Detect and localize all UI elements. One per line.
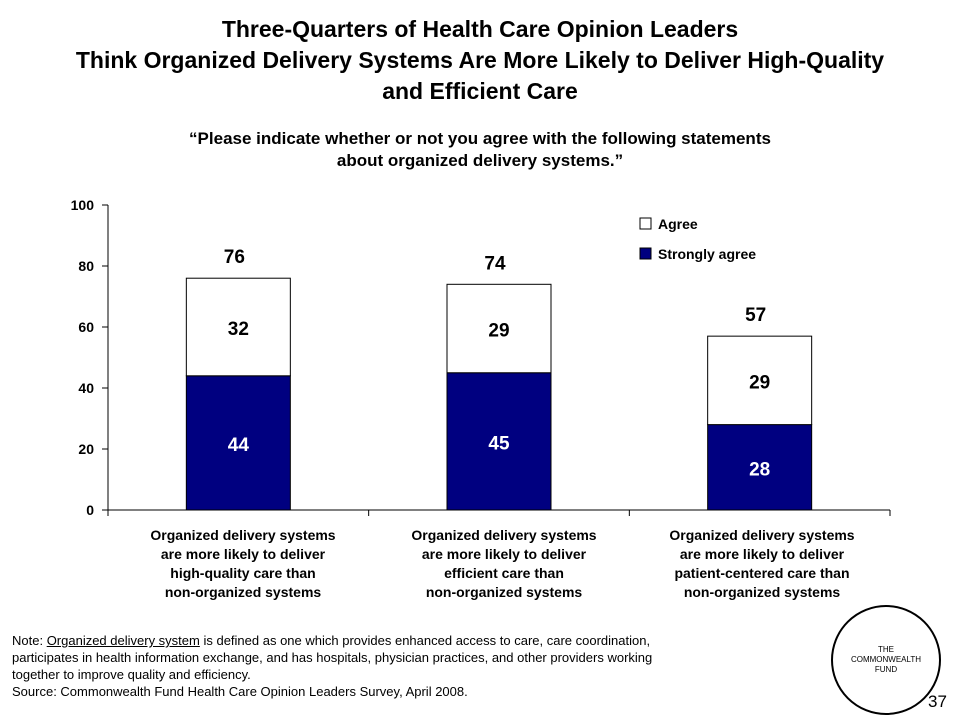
note-prefix: Note: <box>12 633 47 648</box>
x-label-line: non-organized systems <box>164 584 322 600</box>
y-tick-label: 100 <box>71 197 95 213</box>
bar-strongly-agree <box>446 372 552 511</box>
data-label-total: 57 <box>745 305 766 326</box>
x-label-line: patient-centered care than <box>674 565 850 581</box>
note-line-3: together to improve quality and efficien… <box>12 667 251 682</box>
page-number: 37 <box>928 692 947 711</box>
bar-agree <box>446 283 552 374</box>
footnote: Note: Organized delivery system is defin… <box>12 632 812 700</box>
x-label-line: are more likely to deliver <box>160 546 326 562</box>
y-tick-label: 80 <box>78 258 94 274</box>
title-line-2: Think Organized Delivery Systems Are Mor… <box>75 47 885 73</box>
y-tick-label: 20 <box>78 441 94 457</box>
title-line-1: Three-Quarters of Health Care Opinion Le… <box>221 16 739 42</box>
subtitle-line-1: “Please indicate whether or not you agre… <box>189 129 771 148</box>
data-label-agree: 29 <box>488 321 509 342</box>
legend-swatch-strongly-agree <box>639 247 652 260</box>
note-term: Organized delivery system <box>46 633 200 648</box>
title-line-3: and Efficient Care <box>382 78 578 104</box>
x-label-line: are more likely to deliver <box>421 546 587 562</box>
x-category-label-3: Organized delivery systems are more like… <box>637 526 887 602</box>
data-label-agree: 32 <box>228 319 249 340</box>
chart-title: Three-Quarters of Health Care Opinion Le… <box>0 14 960 107</box>
logo-line: COMMONWEALTH <box>850 655 922 664</box>
x-label-line: non-organized systems <box>683 584 841 600</box>
data-label-agree: 29 <box>749 372 770 393</box>
chart-subtitle: “Please indicate whether or not you agre… <box>0 128 960 172</box>
legend-label-agree: Agree <box>658 216 698 232</box>
bar-agree <box>707 335 813 426</box>
bar-agree <box>185 277 291 377</box>
logo-line: FUND <box>874 665 898 674</box>
x-label-line: Organized delivery systems <box>150 527 336 543</box>
data-label-strongly-agree: 28 <box>749 459 770 480</box>
x-label-line: high-quality care than <box>170 565 316 581</box>
x-label-line: Organized delivery systems <box>411 527 597 543</box>
x-label-line: efficient care than <box>444 565 564 581</box>
y-tick-label: 0 <box>86 502 94 518</box>
source-line: Source: Commonwealth Fund Health Care Op… <box>12 684 468 699</box>
x-category-label-2: Organized delivery systems are more like… <box>379 526 629 602</box>
bar-strongly-agree <box>707 424 813 511</box>
note-line-2: participates in health information excha… <box>12 650 653 665</box>
x-label-line: non-organized systems <box>425 584 583 600</box>
y-tick-label: 60 <box>78 319 94 335</box>
data-label-strongly-agree: 45 <box>488 433 510 454</box>
data-label-total: 74 <box>484 253 506 274</box>
subtitle-line-2: about organized delivery systems.” <box>336 151 624 170</box>
legend-label-strongly-agree: Strongly agree <box>658 246 756 262</box>
note-line-1: Note: Organized delivery system is defin… <box>12 632 812 649</box>
data-label-total: 76 <box>224 247 245 268</box>
x-category-label-1: Organized delivery systems are more like… <box>118 526 368 602</box>
x-label-line: Organized delivery systems <box>669 527 855 543</box>
y-tick-label: 40 <box>78 380 94 396</box>
bar-strongly-agree <box>185 375 291 511</box>
legend-swatch-agree <box>639 217 652 230</box>
note-line-1-rest: is defined as one which provides enhance… <box>199 633 651 648</box>
commonwealth-fund-logo: THE COMMONWEALTH FUND <box>831 605 941 715</box>
logo-line: THE <box>878 645 894 654</box>
x-label-line: are more likely to deliver <box>679 546 845 562</box>
data-label-strongly-agree: 44 <box>228 435 250 456</box>
